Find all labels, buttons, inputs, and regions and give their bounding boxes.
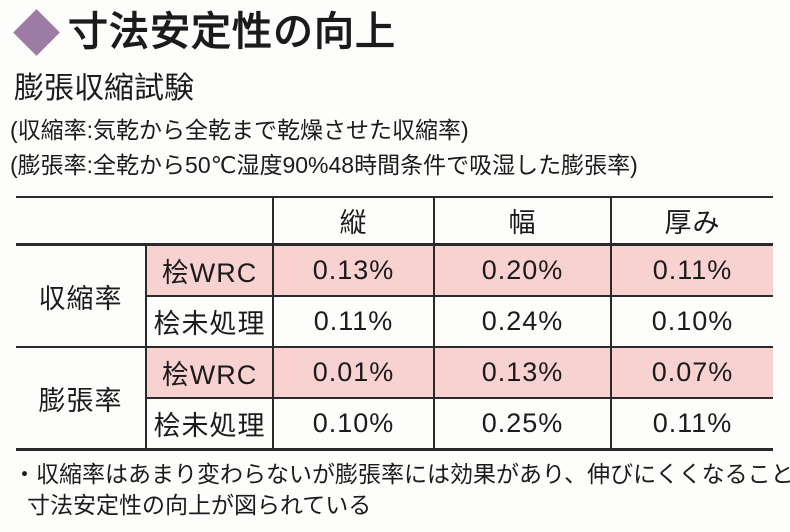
row-label-hinoki-untreated: 桧未処理	[146, 296, 274, 348]
row-label-hinoki-wrc: 桧WRC	[146, 244, 274, 297]
test-results-table: 縦 幅 厚み 収縮率 桧WRC 0.13% 0.20% 0.11% 桧未処理 0…	[16, 196, 773, 451]
table-row-shrinkage-wrc: 収縮率 桧WRC 0.13% 0.20% 0.11%	[16, 244, 773, 348]
row-label-hinoki-wrc: 桧WRC	[146, 347, 274, 399]
group-label-shrinkage: 収縮率	[16, 244, 147, 348]
value-cell: 0.10%	[611, 296, 773, 348]
table-row-shrinkage-untreated: 桧未処理 0.11% 0.24% 0.10%	[16, 296, 773, 348]
table-row-expansion-untreated: 桧未処理 0.10% 0.25% 0.11%	[16, 398, 773, 450]
value-cell: 0.07%	[611, 347, 773, 399]
value-cell: 0.13%	[434, 347, 612, 399]
value-cell: 0.11%	[611, 244, 773, 297]
page-title-row: 寸法安定性の向上	[12, 8, 396, 56]
page-title: 寸法安定性の向上	[68, 10, 396, 54]
definition-notes: (収縮率:気乾から全乾まで乾燥させた収縮率) (膨張率:全乾から50℃湿度90%…	[10, 113, 638, 183]
header-width: 幅	[434, 197, 612, 246]
header-length: 縦	[273, 197, 435, 246]
conclusion-note: ・収縮率はあまり変わらないが膨張率には効果があり、伸びにくくなることでの 寸法安…	[13, 459, 790, 521]
value-cell: 0.20%	[434, 244, 612, 297]
value-cell: 0.25%	[434, 398, 612, 450]
diamond-bullet-icon	[12, 8, 60, 56]
table-row-expansion-wrc: 膨張率 桧WRC 0.01% 0.13% 0.07%	[16, 347, 773, 450]
value-cell: 0.13%	[273, 244, 435, 297]
conclusion-note-line2: 寸法安定性の向上が図られている	[27, 492, 372, 518]
value-cell: 0.11%	[273, 296, 435, 348]
value-cell: 0.01%	[273, 347, 435, 399]
shrinkage-definition: (収縮率:気乾から全乾まで乾燥させた収縮率)	[10, 117, 469, 143]
section-subtitle: 膨張収縮試験	[14, 72, 194, 105]
expansion-definition: (膨張率:全乾から50℃湿度90%48時間条件で吸湿した膨張率)	[10, 152, 638, 178]
group-label-expansion: 膨張率	[16, 347, 147, 450]
table-header-row: 縦 幅 厚み	[16, 197, 773, 246]
value-cell: 0.11%	[652, 408, 733, 438]
row-label-hinoki-untreated: 桧未処理	[146, 398, 274, 450]
value-cell: 0.24%	[434, 296, 612, 348]
value-cell: 0.10%	[273, 398, 435, 450]
header-empty-cell	[16, 197, 274, 246]
conclusion-note-line1: ・収縮率はあまり変わらないが膨張率には効果があり、伸びにくくなることでの	[13, 461, 790, 487]
header-thickness: 厚み	[611, 197, 773, 246]
